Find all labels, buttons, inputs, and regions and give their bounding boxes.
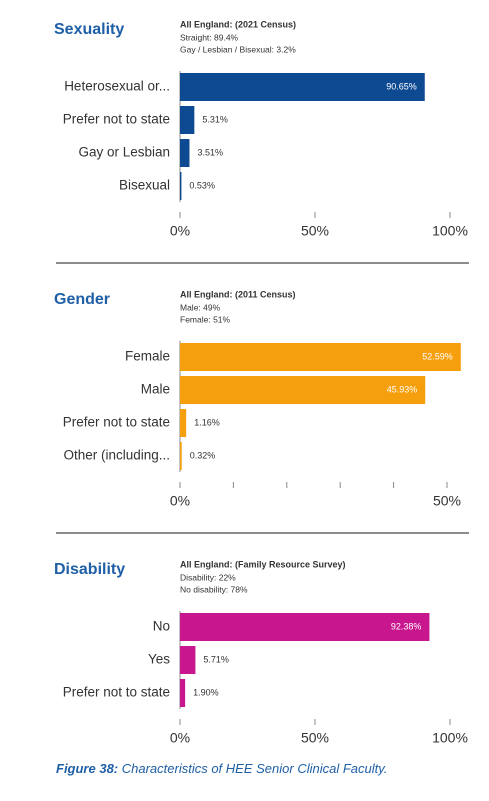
caption-label: Figure 38: — [56, 761, 118, 776]
bar — [180, 172, 182, 200]
category-label: No — [153, 619, 170, 634]
value-label: 0.32% — [190, 450, 216, 460]
annotation-line: Male: 49% — [180, 302, 221, 312]
annotation-title: All England: (Family Resource Survey) — [180, 559, 346, 569]
bar — [180, 106, 195, 134]
category-label: Male — [141, 382, 170, 397]
annotation-line: Female: 51% — [180, 314, 231, 324]
x-tick-label: 50% — [301, 730, 329, 746]
value-label: 52.59% — [422, 351, 453, 361]
x-tick-label: 0% — [170, 493, 190, 509]
panel-title: Disability — [54, 561, 125, 578]
panel-title: Gender — [54, 291, 110, 308]
caption: Figure 38: Characteristics of HEE Senior… — [56, 761, 387, 776]
annotation-line: Straight: 89.4% — [180, 32, 239, 42]
x-tick-label: 0% — [170, 730, 190, 746]
bar — [180, 139, 190, 167]
bar — [180, 409, 187, 437]
value-label: 5.31% — [202, 114, 228, 124]
value-label: 1.90% — [193, 687, 219, 697]
category-label: Yes — [148, 652, 170, 667]
bar — [180, 343, 461, 371]
value-label: 5.71% — [203, 654, 229, 664]
x-tick-label: 100% — [432, 223, 468, 239]
category-label: Prefer not to state — [63, 112, 170, 127]
x-tick-label: 50% — [433, 493, 461, 509]
bar — [180, 646, 196, 674]
category-label: Prefer not to state — [63, 685, 170, 700]
category-label: Gay or Lesbian — [78, 145, 170, 160]
category-label: Female — [125, 349, 170, 364]
panel-title: Sexuality — [54, 21, 124, 38]
value-label: 0.53% — [189, 180, 215, 190]
annotation-line: Gay / Lesbian / Bisexual: 3.2% — [180, 44, 296, 54]
value-label: 90.65% — [386, 81, 417, 91]
value-label: 3.51% — [197, 147, 223, 157]
value-label: 92.38% — [391, 621, 422, 631]
bar — [180, 376, 426, 404]
category-label: Other (including... — [63, 448, 170, 463]
bar — [180, 73, 425, 101]
category-label: Bisexual — [119, 178, 170, 193]
value-label: 45.93% — [387, 384, 418, 394]
bar — [180, 613, 430, 641]
category-label: Heterosexual or... — [64, 79, 170, 94]
annotation-title: All England: (2011 Census) — [180, 289, 296, 299]
x-tick-label: 0% — [170, 223, 190, 239]
bar — [180, 442, 182, 470]
category-label: Prefer not to state — [63, 415, 170, 430]
x-tick-label: 50% — [301, 223, 329, 239]
annotation-line: Disability: 22% — [180, 572, 236, 582]
bar — [180, 679, 186, 707]
x-tick-label: 100% — [432, 730, 468, 746]
caption-text: Characteristics of HEE Senior Clinical F… — [122, 761, 388, 776]
value-label: 1.16% — [194, 417, 220, 427]
annotation-line: No disability: 78% — [180, 584, 248, 594]
annotation-title: All England: (2021 Census) — [180, 19, 296, 29]
